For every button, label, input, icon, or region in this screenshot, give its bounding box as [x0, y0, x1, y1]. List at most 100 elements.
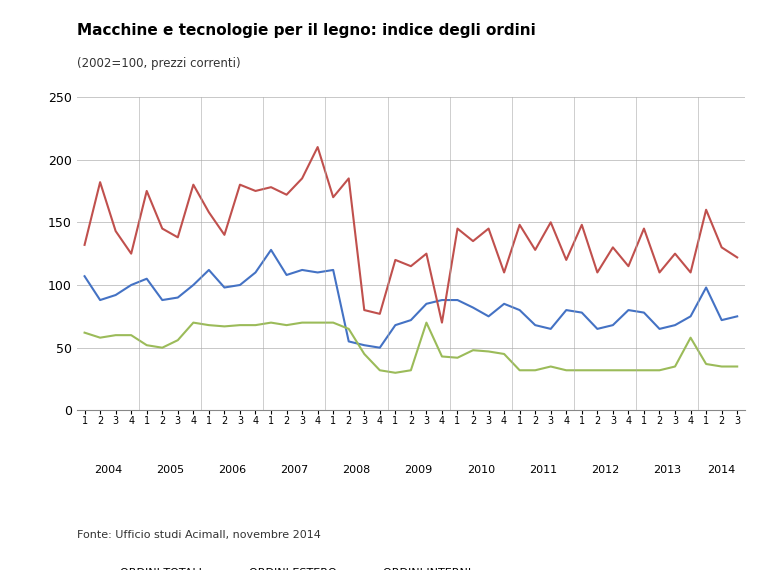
ORDINI INTERNI [80, 329, 89, 336]
ORDINI INTERNI [359, 351, 369, 357]
Text: (2002=100, prezzi correnti): (2002=100, prezzi correnti) [77, 57, 240, 70]
ORDINI ESTERO [655, 269, 664, 276]
ORDINI INTERNI [717, 363, 727, 370]
ORDINI INTERNI [422, 319, 431, 326]
ORDINI TOTALI [531, 321, 540, 328]
Text: 2004: 2004 [94, 465, 122, 475]
Legend: ORDINI TOTALI, ORDINI ESTERO, ORDINI INTERNI: ORDINI TOTALI, ORDINI ESTERO, ORDINI INT… [82, 563, 475, 570]
ORDINI INTERNI [376, 367, 385, 374]
ORDINI ESTERO [561, 256, 571, 263]
ORDINI INTERNI [639, 367, 648, 374]
Text: Macchine e tecnologie per il legno: indice degli ordini: Macchine e tecnologie per il legno: indi… [77, 23, 535, 38]
ORDINI ESTERO [593, 269, 602, 276]
ORDINI ESTERO [391, 256, 400, 263]
ORDINI TOTALI [624, 307, 633, 314]
ORDINI TOTALI [329, 267, 338, 274]
ORDINI INTERNI [437, 353, 446, 360]
ORDINI ESTERO [578, 221, 587, 228]
Line: ORDINI INTERNI: ORDINI INTERNI [84, 323, 737, 373]
Text: 2008: 2008 [343, 465, 371, 475]
ORDINI INTERNI [111, 332, 121, 339]
ORDINI INTERNI [468, 347, 478, 353]
ORDINI TOTALI [266, 246, 276, 253]
ORDINI TOTALI [406, 317, 415, 324]
ORDINI TOTALI [515, 307, 525, 314]
ORDINI INTERNI [484, 348, 493, 355]
ORDINI TOTALI [359, 342, 369, 349]
ORDINI TOTALI [422, 300, 431, 307]
ORDINI ESTERO [251, 188, 260, 194]
ORDINI TOTALI [608, 321, 617, 328]
ORDINI INTERNI [499, 351, 508, 357]
ORDINI INTERNI [391, 369, 400, 376]
ORDINI INTERNI [701, 361, 710, 368]
ORDINI TOTALI [344, 338, 353, 345]
ORDINI ESTERO [313, 144, 323, 150]
ORDINI ESTERO [701, 206, 710, 213]
ORDINI TOTALI [251, 269, 260, 276]
ORDINI TOTALI [437, 296, 446, 303]
ORDINI INTERNI [266, 319, 276, 326]
ORDINI TOTALI [639, 309, 648, 316]
Text: 2005: 2005 [156, 465, 184, 475]
ORDINI TOTALI [189, 282, 198, 288]
ORDINI ESTERO [624, 263, 633, 270]
ORDINI ESTERO [329, 194, 338, 201]
ORDINI ESTERO [127, 250, 136, 257]
ORDINI INTERNI [655, 367, 664, 374]
ORDINI ESTERO [157, 225, 167, 232]
ORDINI TOTALI [686, 313, 695, 320]
ORDINI ESTERO [437, 319, 446, 326]
ORDINI ESTERO [717, 244, 727, 251]
Text: 2009: 2009 [405, 465, 433, 475]
ORDINI INTERNI [344, 325, 353, 332]
ORDINI TOTALI [174, 294, 183, 301]
ORDINI TOTALI [670, 321, 680, 328]
ORDINI ESTERO [686, 269, 695, 276]
ORDINI INTERNI [406, 367, 415, 374]
ORDINI ESTERO [174, 234, 183, 241]
ORDINI ESTERO [204, 209, 214, 215]
ORDINI ESTERO [282, 192, 291, 198]
ORDINI TOTALI [235, 282, 244, 288]
ORDINI INTERNI [297, 319, 306, 326]
ORDINI TOTALI [282, 271, 291, 278]
ORDINI INTERNI [531, 367, 540, 374]
ORDINI TOTALI [204, 267, 214, 274]
Text: 2012: 2012 [591, 465, 619, 475]
ORDINI INTERNI [127, 332, 136, 339]
Line: ORDINI TOTALI: ORDINI TOTALI [84, 250, 737, 348]
ORDINI TOTALI [127, 282, 136, 288]
ORDINI ESTERO [220, 231, 229, 238]
ORDINI INTERNI [670, 363, 680, 370]
ORDINI TOTALI [546, 325, 555, 332]
ORDINI TOTALI [313, 269, 323, 276]
Text: 2010: 2010 [467, 465, 495, 475]
ORDINI TOTALI [717, 317, 727, 324]
ORDINI ESTERO [531, 246, 540, 253]
ORDINI INTERNI [189, 319, 198, 326]
Text: 2007: 2007 [280, 465, 309, 475]
Text: 2011: 2011 [529, 465, 557, 475]
Text: Fonte: Ufficio studi Acimall, novembre 2014: Fonte: Ufficio studi Acimall, novembre 2… [77, 530, 321, 540]
ORDINI INTERNI [733, 363, 742, 370]
ORDINI ESTERO [515, 221, 525, 228]
ORDINI ESTERO [235, 181, 244, 188]
ORDINI ESTERO [189, 181, 198, 188]
ORDINI TOTALI [733, 313, 742, 320]
ORDINI ESTERO [733, 254, 742, 261]
ORDINI TOTALI [111, 292, 121, 299]
ORDINI ESTERO [95, 179, 104, 186]
ORDINI ESTERO [453, 225, 462, 232]
ORDINI INTERNI [329, 319, 338, 326]
ORDINI ESTERO [359, 307, 369, 314]
ORDINI TOTALI [468, 304, 478, 311]
Line: ORDINI ESTERO: ORDINI ESTERO [84, 147, 737, 323]
ORDINI INTERNI [561, 367, 571, 374]
ORDINI TOTALI [220, 284, 229, 291]
ORDINI TOTALI [80, 273, 89, 280]
ORDINI ESTERO [297, 175, 306, 182]
ORDINI TOTALI [578, 309, 587, 316]
ORDINI ESTERO [266, 184, 276, 190]
ORDINI ESTERO [80, 242, 89, 249]
